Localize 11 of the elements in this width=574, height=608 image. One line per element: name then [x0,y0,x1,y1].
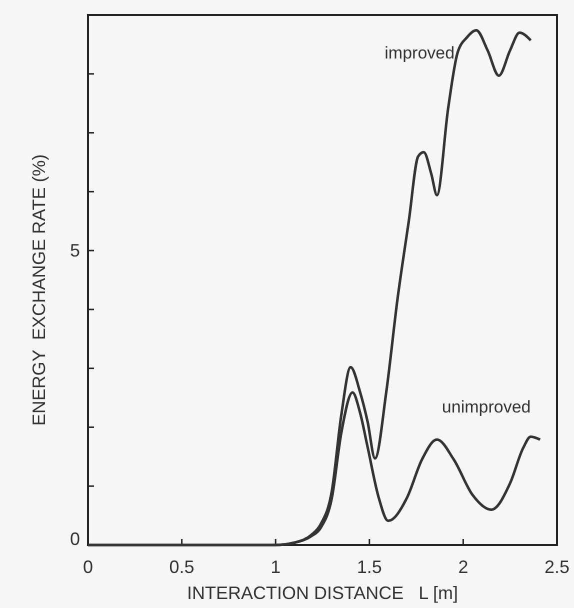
x-tick-label: 2 [458,557,468,577]
x-tick-label: 0 [82,557,94,577]
x-axis-title: INTERACTION DISTANCE L [m] [186,583,458,603]
y-tick-label: 5 [70,240,80,261]
series-label: improved [384,44,455,63]
x-tick-label: 1.5 [356,557,382,577]
y-axis-title: ENERGY EXCHANGE RATE (%) [29,154,49,426]
series-label: unimproved [442,398,531,417]
x-tick-label: 0.5 [169,557,194,577]
x-tick-label: 1 [270,557,281,577]
x-tick-label: 2.5 [544,557,570,577]
